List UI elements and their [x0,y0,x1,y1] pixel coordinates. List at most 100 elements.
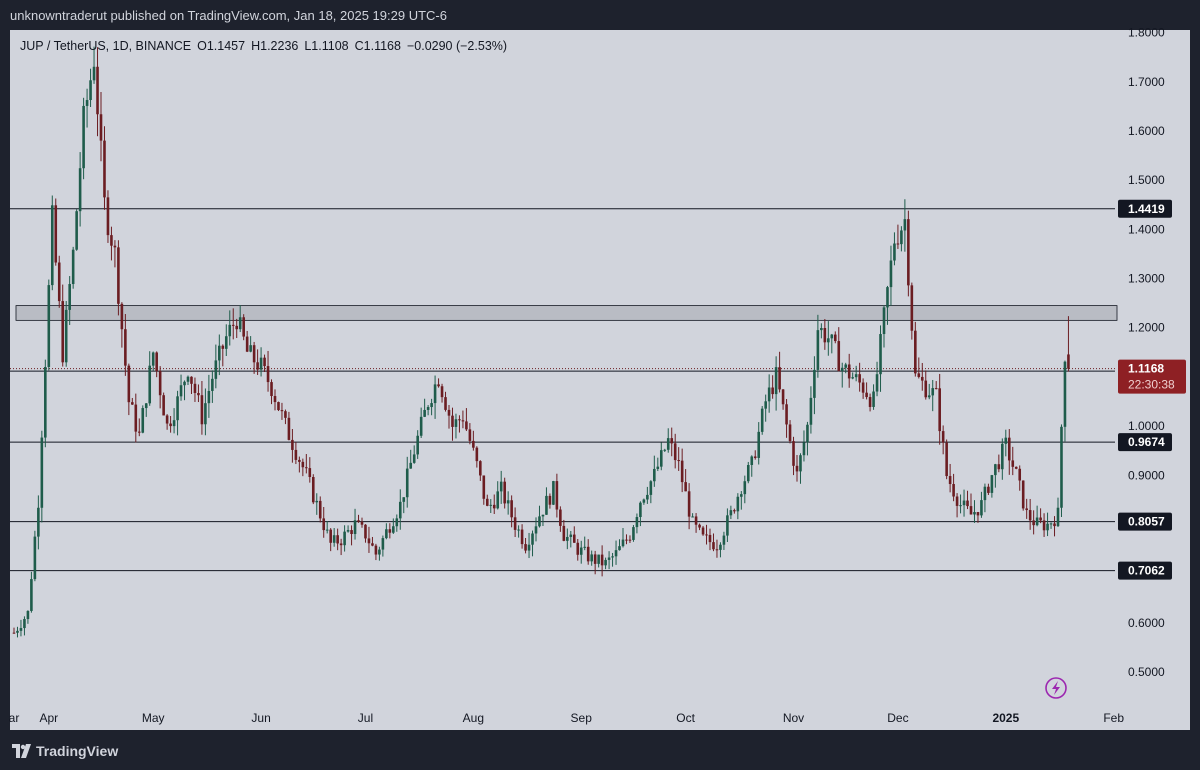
candle-body [47,285,51,367]
candle-body [315,500,319,503]
candle-body [106,197,110,236]
candle-body [197,393,200,396]
candle-body [555,481,559,510]
candle-body [948,476,952,485]
candle-body [513,517,517,530]
candle-body [534,526,538,534]
candle-body [437,384,440,387]
candle-body [858,374,861,383]
x-tick-label: 2025 [992,711,1019,725]
candle-body [131,402,134,405]
candle-body [482,475,486,499]
candle-body [987,486,990,493]
candle-body [364,524,367,539]
candle-body [82,105,85,169]
candle-body [743,481,747,495]
candle-body [517,529,520,531]
candle-body [931,388,935,396]
candle-body [851,377,854,379]
candle-body [134,404,138,432]
candle-body [680,460,684,483]
y-tick-label: 1.0000 [1128,419,1165,433]
candle-body [489,504,493,506]
candle-body [879,334,882,375]
candle-body [44,366,47,438]
candle-body [914,330,917,374]
candle-body [771,387,774,395]
candle-body [541,514,545,517]
candle-body [183,381,186,386]
level-tag [1118,433,1172,452]
candle-body [224,336,228,349]
x-tick-label: Jun [251,711,270,725]
candle-body [872,391,875,407]
candle-body [1035,517,1039,526]
candle-body [458,419,461,421]
candle-body [374,545,378,555]
candle-body [886,287,889,308]
candle-body [214,360,218,379]
candle-body [162,395,165,416]
candle-body [586,546,590,562]
y-tick-label: 1.7000 [1128,75,1165,89]
candle-body [597,554,600,564]
candle-body [604,559,607,566]
candle-body [983,486,987,501]
candle-body [472,440,475,448]
candle-body [712,542,715,550]
candle-body [746,464,750,482]
candle-body [820,328,823,331]
candle-body [607,557,611,560]
x-tick-label: Jul [358,711,373,725]
candle-body [642,499,646,503]
footer-bar [0,732,1200,770]
candle-body [19,628,23,631]
lightning-icon[interactable] [1045,677,1067,699]
candle-body [16,630,19,633]
candle-body [844,364,848,368]
candle-body [291,439,294,450]
candle-body [531,533,534,545]
y-tick-label: 0.9000 [1128,468,1165,482]
candle-body [151,352,155,366]
candle-body [68,284,71,310]
chart-area[interactable] [10,30,1190,730]
candle-body [503,481,506,504]
candle-body [847,364,851,379]
candle-body [499,481,503,492]
candle-body [496,491,500,509]
level-tag [1118,512,1172,531]
candle-body [492,504,496,509]
candle-body [193,383,197,394]
resistance-zone [15,305,1118,321]
candle-body [158,371,162,396]
candle-body [635,517,639,528]
candle-body [666,438,670,450]
candle-body [896,243,900,245]
candle-body [235,325,239,330]
candle-body [566,536,569,541]
candle-body [200,395,204,425]
candle-body [190,376,193,384]
candle-body [1046,523,1049,531]
candle-body [809,397,813,425]
candle-body [89,80,92,101]
candle-body [910,285,914,331]
candle-body [1063,361,1067,427]
level-tag-label: 0.8057 [1128,515,1165,529]
candle-body [322,518,326,531]
candle-body [726,515,729,536]
candle-body [284,411,287,418]
candle-body [308,468,312,478]
candle-body [211,378,214,391]
candle-body [1028,510,1032,521]
candle-body [78,168,82,212]
candle-body [673,443,677,461]
publisher-text: unknowntraderut published on TradingView… [10,8,447,23]
candle-body [1004,437,1008,444]
candle-body [889,260,893,288]
candle-body [938,388,941,432]
level-tag-label: 0.7062 [1128,564,1165,578]
candle-body [917,373,921,377]
